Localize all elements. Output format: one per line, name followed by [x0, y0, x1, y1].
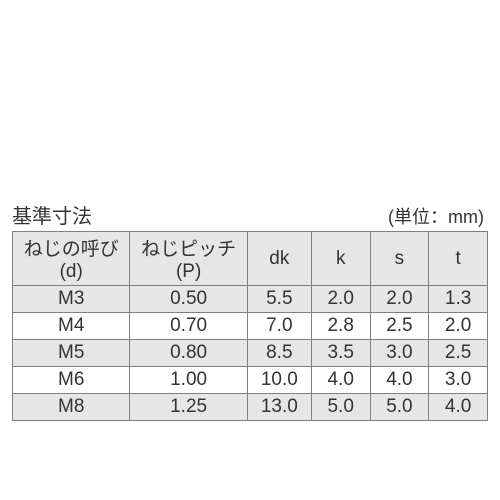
cell: 1.3 — [429, 286, 488, 313]
spec-table: ねじの呼び(d) ねじピッチ(P) dk k s t M3 0.50 5.5 2… — [12, 231, 488, 421]
cell: 0.50 — [130, 286, 247, 313]
col-header: ねじの呼び(d) — [13, 232, 130, 286]
cell: 2.0 — [429, 313, 488, 340]
cell: 1.25 — [130, 394, 247, 421]
cell: 1.00 — [130, 367, 247, 394]
content-wrap: 基準寸法 (単位：mm) ねじの呼び(d) ねじピッチ(P) dk k s t … — [12, 200, 488, 421]
cell: 5.5 — [247, 286, 311, 313]
cell: 2.0 — [311, 286, 370, 313]
cell: 7.0 — [247, 313, 311, 340]
table-row: M3 0.50 5.5 2.0 2.0 1.3 — [13, 286, 488, 313]
cell: M6 — [13, 367, 130, 394]
cell: 3.0 — [429, 367, 488, 394]
cell: 2.5 — [429, 340, 488, 367]
cell: 0.80 — [130, 340, 247, 367]
unit-label: (単位：mm) — [388, 203, 488, 229]
cell: 0.70 — [130, 313, 247, 340]
header-row: 基準寸法 (単位：mm) — [12, 200, 488, 229]
table-title: 基準寸法 — [12, 200, 92, 229]
cell: 3.5 — [311, 340, 370, 367]
table-row: M8 1.25 13.0 5.0 5.0 4.0 — [13, 394, 488, 421]
cell: M4 — [13, 313, 130, 340]
col-header: ねじピッチ(P) — [130, 232, 247, 286]
cell: 8.5 — [247, 340, 311, 367]
cell: M5 — [13, 340, 130, 367]
col-header: dk — [247, 232, 311, 286]
cell: 2.0 — [370, 286, 429, 313]
cell: 3.0 — [370, 340, 429, 367]
cell: 2.8 — [311, 313, 370, 340]
cell: 5.0 — [311, 394, 370, 421]
cell: 13.0 — [247, 394, 311, 421]
cell: 4.0 — [311, 367, 370, 394]
cell: M3 — [13, 286, 130, 313]
cell: M8 — [13, 394, 130, 421]
col-header: k — [311, 232, 370, 286]
col-header: t — [429, 232, 488, 286]
cell: 4.0 — [429, 394, 488, 421]
cell: 4.0 — [370, 367, 429, 394]
col-header: s — [370, 232, 429, 286]
cell: 5.0 — [370, 394, 429, 421]
table-row: M4 0.70 7.0 2.8 2.5 2.0 — [13, 313, 488, 340]
table-row: M5 0.80 8.5 3.5 3.0 2.5 — [13, 340, 488, 367]
cell: 2.5 — [370, 313, 429, 340]
table-header-row: ねじの呼び(d) ねじピッチ(P) dk k s t — [13, 232, 488, 286]
table-row: M6 1.00 10.0 4.0 4.0 3.0 — [13, 367, 488, 394]
cell: 10.0 — [247, 367, 311, 394]
table-body: M3 0.50 5.5 2.0 2.0 1.3 M4 0.70 7.0 2.8 … — [13, 286, 488, 421]
